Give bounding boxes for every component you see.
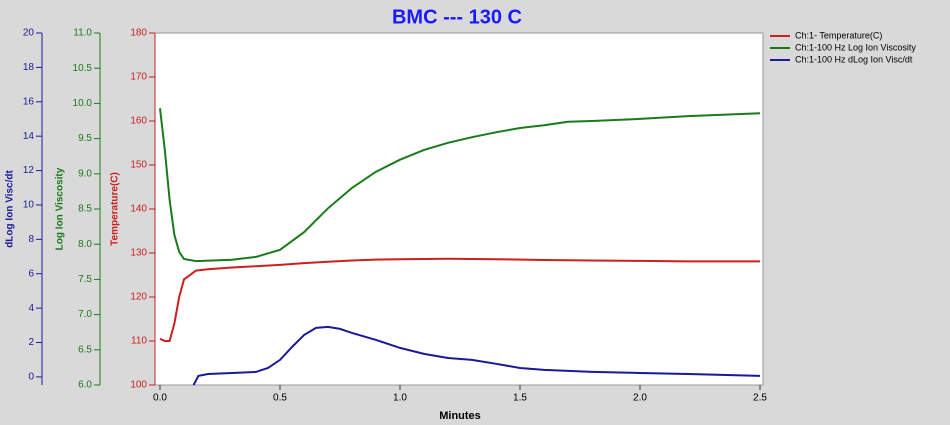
y-tick-label: 170 [130,72,147,83]
y-tick-label: 18 [23,62,35,73]
y-tick-label: 120 [130,292,147,303]
y-tick-label: 150 [130,160,147,171]
y-tick-label: 8 [28,234,34,245]
legend-label: Ch:1-100 Hz dLog Ion Visc/dt [795,54,913,64]
y-axis-label: Temperature(C) [110,172,121,246]
series-line [159,108,761,263]
y-tick-label: 8.5 [78,204,92,215]
legend-label: Ch:1- Temperature(C) [795,30,882,40]
x-tick-label: 0.0 [153,393,167,404]
x-tick-label: 2.5 [753,393,767,404]
x-tick-label: 0.5 [273,393,287,404]
y-tick-label: 11.0 [73,28,92,39]
plot-area [154,32,764,386]
y-tick-label: 12 [23,165,35,176]
y-tick-label: 7.5 [78,274,92,285]
x-tick-label: 1.5 [513,393,527,404]
legend-label: Ch:1-100 Hz Log Ion Viscosity [795,42,916,52]
series-line [192,325,761,386]
y-tick-label: 9.5 [78,133,92,144]
y-tick-label: 8.0 [78,239,92,250]
x-axis-label: Minutes [439,410,481,422]
y-tick-label: 140 [130,204,147,215]
y-tick-label: 110 [131,336,147,347]
y-axis-label: dLog Ion Visc/dt [5,170,16,248]
chart-title: BMC --- 130 C [392,6,522,28]
y-tick-label: 180 [130,28,147,39]
y-tick-label: 4 [28,303,34,314]
y-tick-label: 10.5 [73,63,93,74]
x-tick-label: 1.0 [393,393,407,404]
y-tick-label: 14 [23,131,35,142]
y-tick-label: 9.0 [78,168,92,179]
y-tick-label: 160 [130,116,147,127]
series-line [159,257,760,342]
y-tick-label: 10 [23,200,35,211]
x-tick-label: 2.0 [633,393,647,404]
y-tick-label: 6.0 [78,380,92,391]
y-tick-label: 130 [130,248,147,259]
y-tick-label: 6 [28,268,34,279]
y-tick-label: 6.5 [78,344,92,355]
y-tick-label: 16 [23,96,35,107]
y-tick-label: 10.0 [73,98,93,109]
y-tick-label: 20 [23,28,35,39]
y-tick-label: 100 [130,380,147,391]
y-tick-label: 2 [28,337,34,348]
y-axis-label: Log Ion Viscosity [55,167,66,250]
y-tick-label: 0 [28,372,34,383]
y-tick-label: 7.0 [78,309,92,320]
